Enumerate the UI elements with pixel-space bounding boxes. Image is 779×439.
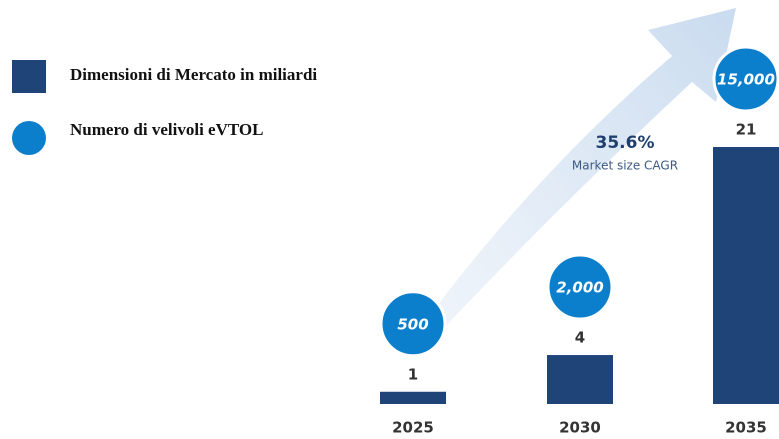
bar-value-label: 21 (736, 121, 757, 139)
cagr-caption: Market size CAGR (572, 159, 678, 173)
x-tick-label: 2035 (725, 419, 767, 437)
legend: Dimensioni di Mercato in miliardi Numero … (12, 60, 317, 155)
legend-swatch (12, 60, 46, 93)
bar-value-label: 1 (408, 365, 418, 383)
bar-value-label: 4 (575, 329, 585, 347)
bar (547, 355, 613, 404)
cagr-value: 35.6% (596, 133, 655, 153)
bubble (546, 253, 614, 321)
legend-swatch (12, 121, 46, 155)
legend-label: Dimensioni di Mercato in miliardi (70, 65, 317, 84)
bubble-label: 15,000 (717, 71, 775, 89)
bar (380, 391, 446, 404)
bar (713, 147, 779, 404)
legend-label: Numero di velivoli eVTOL (70, 120, 263, 139)
plot: 1 2025 500 4 2030 2,000 21 2035 15,000 (360, 45, 779, 437)
bubble-label: 2,000 (556, 279, 603, 297)
bubble-label: 500 (397, 315, 428, 333)
x-tick-label: 2025 (392, 419, 434, 437)
growth-arrow (440, 8, 736, 332)
x-tick-label: 2030 (559, 419, 601, 437)
bubble (712, 45, 779, 113)
bubble (379, 290, 447, 358)
